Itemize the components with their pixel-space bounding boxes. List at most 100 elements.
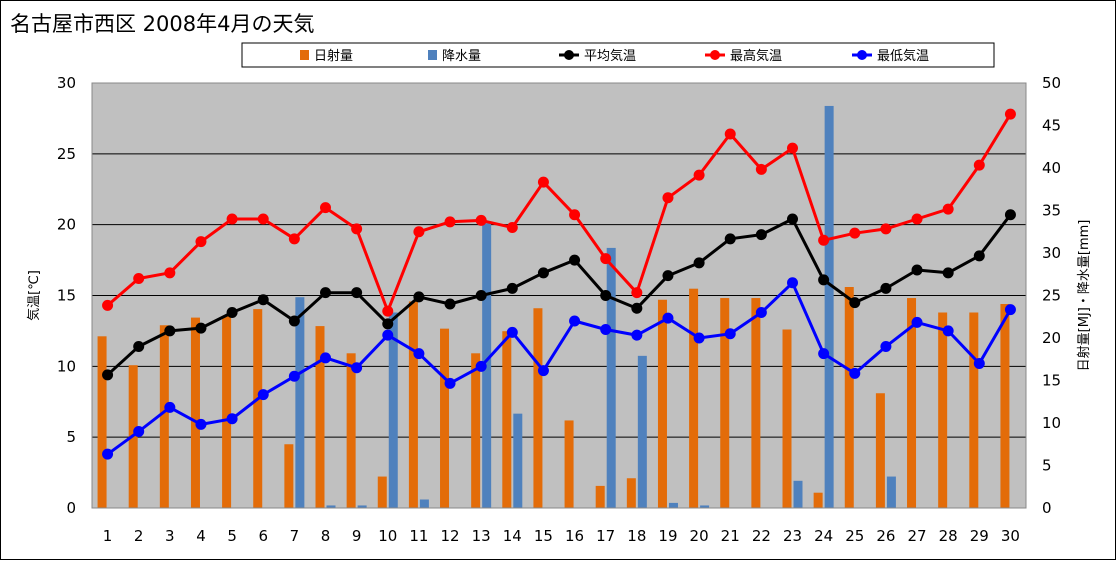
- bar-solar: [315, 326, 325, 508]
- x-tick-label: 30: [1001, 527, 1020, 545]
- data-point: [475, 290, 487, 301]
- x-tick-label: 10: [378, 527, 397, 545]
- legend-marker: [710, 50, 720, 60]
- x-tick-label: 8: [321, 527, 331, 545]
- data-point: [569, 315, 581, 327]
- x-tick-label: 19: [658, 527, 677, 545]
- data-point: [444, 377, 456, 389]
- left-tick-label: 0: [66, 499, 76, 517]
- data-point: [133, 426, 145, 437]
- data-point: [382, 318, 394, 330]
- bar-solar: [657, 299, 667, 508]
- bar-solar: [346, 353, 356, 508]
- data-point: [755, 229, 767, 241]
- data-point: [569, 209, 581, 221]
- data-point: [195, 322, 207, 334]
- bar-solar: [408, 301, 418, 508]
- data-point: [351, 362, 363, 374]
- chart-title: 名古屋市西区 2008年4月の天気: [10, 12, 315, 36]
- left-tick-label: 25: [57, 145, 76, 163]
- data-point: [662, 192, 674, 204]
- data-point: [413, 226, 425, 238]
- data-point: [475, 360, 487, 372]
- bar-solar: [875, 393, 885, 508]
- data-point: [755, 163, 767, 175]
- bar-solar: [1000, 304, 1010, 508]
- bar-rain: [637, 355, 647, 508]
- x-tick-label: 23: [783, 527, 802, 545]
- x-tick-label: 7: [290, 527, 300, 545]
- data-point: [288, 315, 300, 327]
- data-point: [662, 270, 674, 282]
- data-point: [818, 274, 830, 286]
- bar-solar: [938, 312, 948, 508]
- data-point: [102, 299, 114, 311]
- right-tick-label: 10: [1042, 414, 1061, 432]
- legend-marker: [857, 50, 867, 60]
- right-tick-label: 40: [1042, 159, 1061, 177]
- bar-solar: [595, 485, 605, 508]
- bar-rain: [357, 505, 367, 508]
- bar-solar: [97, 336, 107, 508]
- data-point: [320, 287, 331, 299]
- bar-solar: [969, 312, 979, 508]
- data-point: [600, 324, 612, 335]
- x-tick-label: 15: [534, 527, 553, 545]
- x-tick-label: 12: [440, 527, 459, 545]
- data-point: [693, 257, 705, 269]
- x-tick-label: 18: [627, 527, 646, 545]
- bar-solar: [782, 329, 792, 508]
- x-tick-label: 25: [845, 527, 864, 545]
- data-point: [226, 413, 238, 425]
- data-point: [257, 213, 269, 225]
- bar-solar: [751, 298, 761, 508]
- data-point: [911, 213, 923, 225]
- legend-label: 日射量: [314, 48, 353, 64]
- x-tick-label: 29: [970, 527, 989, 545]
- data-point: [942, 267, 954, 279]
- right-tick-label: 45: [1042, 117, 1061, 135]
- bar-solar: [253, 309, 263, 508]
- x-tick-label: 6: [258, 527, 268, 545]
- bar-series: [97, 105, 1010, 508]
- x-tick-label: 17: [596, 527, 615, 545]
- data-point: [195, 236, 207, 248]
- data-point: [911, 316, 923, 328]
- data-point: [631, 329, 643, 341]
- data-point: [288, 370, 300, 382]
- data-point: [1004, 209, 1016, 221]
- data-point: [444, 216, 456, 228]
- data-point: [102, 369, 114, 381]
- bar-rain: [482, 223, 492, 508]
- right-tick-label: 35: [1042, 202, 1061, 220]
- data-point: [226, 213, 238, 225]
- x-tick-label: 2: [134, 527, 144, 545]
- bar-rain: [700, 505, 710, 508]
- plot-border: [91, 82, 1027, 509]
- bar-solar: [440, 328, 450, 508]
- data-point: [413, 348, 425, 360]
- data-point: [942, 325, 954, 337]
- data-point: [755, 307, 767, 318]
- data-point: [911, 264, 923, 276]
- data-point: [537, 267, 549, 279]
- data-point: [724, 328, 736, 340]
- x-tick-label: 27: [907, 527, 926, 545]
- x-tick-label: 1: [103, 527, 113, 545]
- bar-solar: [813, 492, 823, 508]
- data-point: [164, 401, 176, 413]
- data-point: [257, 389, 269, 401]
- data-point: [880, 282, 892, 294]
- data-point: [569, 254, 581, 266]
- data-point: [320, 352, 331, 364]
- x-tick-label: 4: [196, 527, 206, 545]
- data-point: [537, 176, 549, 188]
- x-tick-label: 9: [352, 527, 362, 545]
- right-tick-label: 30: [1042, 244, 1061, 262]
- right-tick-label: 20: [1042, 329, 1061, 347]
- right-tick-label: 0: [1042, 499, 1052, 517]
- bar-rain: [606, 247, 616, 508]
- legend-label: 降水量: [442, 49, 481, 64]
- data-point: [849, 297, 861, 309]
